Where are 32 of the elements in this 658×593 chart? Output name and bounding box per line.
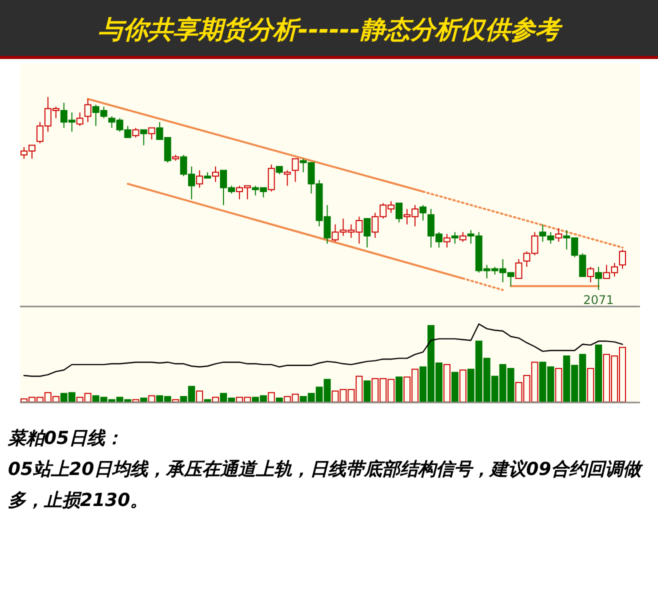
candlestick bbox=[132, 127, 140, 138]
bar bbox=[204, 399, 212, 402]
candlestick bbox=[587, 266, 594, 283]
candlestick bbox=[451, 232, 458, 244]
candlestick bbox=[196, 170, 204, 188]
bar bbox=[595, 344, 602, 402]
candlestick bbox=[268, 164, 275, 192]
candlestick bbox=[140, 129, 148, 146]
chart-title: 与你共享期货分析------静态分析仅供参考 bbox=[98, 15, 564, 44]
candlestick bbox=[84, 98, 92, 123]
text: 05站上20日均线，承压在通道上轨，日线带底部结构信号，建议09合约回调做多，止损2130。 bbox=[8, 458, 644, 513]
candlestick bbox=[595, 266, 602, 290]
candlestick bbox=[284, 170, 291, 186]
candlestick bbox=[555, 228, 562, 242]
candlestick bbox=[396, 202, 403, 223]
candlestick bbox=[420, 204, 426, 222]
candlestick bbox=[212, 166, 220, 182]
candlestick bbox=[459, 232, 466, 242]
text: 菜粕05日线： bbox=[8, 427, 124, 451]
candlestick bbox=[76, 112, 84, 126]
bar bbox=[396, 376, 403, 402]
bar bbox=[140, 398, 148, 402]
candlestick bbox=[292, 158, 299, 182]
candlestick bbox=[148, 127, 156, 140]
bar bbox=[451, 372, 458, 402]
candlestick bbox=[443, 234, 450, 248]
candlestick bbox=[619, 248, 626, 270]
bar bbox=[364, 380, 371, 402]
candlestick bbox=[364, 218, 371, 248]
annotation: 2071 bbox=[583, 293, 614, 307]
candlestick bbox=[515, 258, 522, 279]
bar bbox=[276, 398, 283, 402]
